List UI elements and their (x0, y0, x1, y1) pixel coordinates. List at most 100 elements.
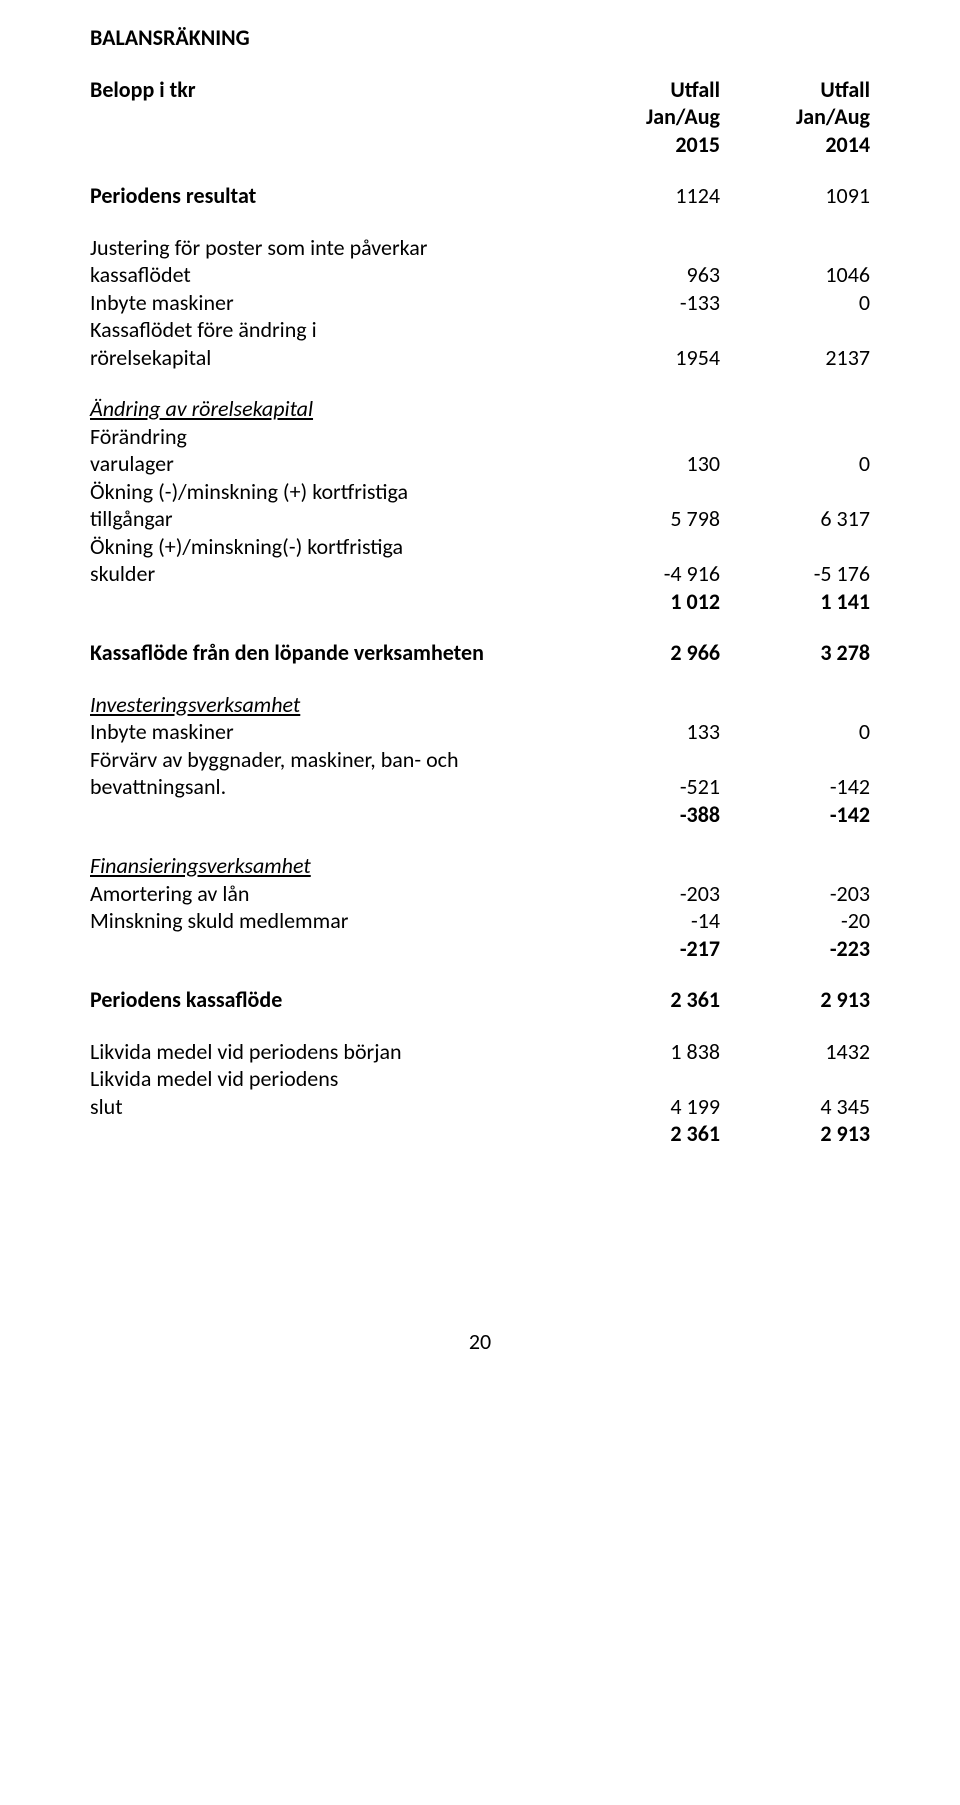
row-okning-minus: Ökning (-)/minskning (+) kortfristiga (90, 478, 870, 506)
cell-label: Kassaflödet före ändring i (90, 316, 570, 344)
cell-c2: 1 141 (720, 588, 870, 616)
cell-c1: 4 199 (570, 1093, 720, 1121)
cell-label: Finansieringsverksamhet (90, 852, 570, 880)
cell-c1: -203 (570, 880, 720, 908)
cell-c2: 3 278 (720, 639, 870, 667)
row-skulder: skulder -4 916 -5 176 (90, 560, 870, 588)
row-tillgangar: tillgångar 5 798 6 317 (90, 505, 870, 533)
header-row-3: 2015 2014 (90, 131, 870, 159)
header-row-1: Belopp i tkr Utfall Utfall (90, 76, 870, 104)
header-col2-top: Utfall (720, 76, 870, 104)
cell-label: Förvärv av byggnader, maskiner, ban- och (90, 746, 570, 774)
cell-c2: -223 (720, 935, 870, 963)
cell-c1: 2 361 (570, 986, 720, 1014)
cell-label: Förändring (90, 423, 570, 451)
cell-label: Justering för poster som inte påverkar (90, 234, 570, 262)
cell-label: Kassaflöde från den löpande verksamheten (90, 639, 570, 667)
cell-c2: -5 176 (720, 560, 870, 588)
document-title: BALANSRÄKNING (90, 24, 870, 52)
cell-label: Inbyte maskiner (90, 718, 570, 746)
row-subtotal-1: 1 012 1 141 (90, 588, 870, 616)
row-justering: Justering för poster som inte påverkar (90, 234, 870, 262)
row-investeringsverksamhet: Investeringsverksamhet (90, 691, 870, 719)
row-likvida-borjan: Likvida medel vid periodens början 1 838… (90, 1038, 870, 1066)
cell-c1: 2 361 (570, 1120, 720, 1148)
page-number: 20 (90, 1328, 870, 1356)
cell-c2: 0 (720, 450, 870, 478)
cell-c2: 1046 (720, 261, 870, 289)
cell-c1: -4 916 (570, 560, 720, 588)
cell-label: Investeringsverksamhet (90, 691, 570, 719)
cell-label: Periodens resultat (90, 182, 570, 210)
row-rorelsekapital: rörelsekapital 1954 2137 (90, 344, 870, 372)
cell-c2: 1091 (720, 182, 870, 210)
cell-c2: 2137 (720, 344, 870, 372)
row-kassaflodet-fore: Kassaflödet före ändring i (90, 316, 870, 344)
row-likvida-periodens: Likvida medel vid periodens (90, 1065, 870, 1093)
row-bevattningsanl: bevattningsanl. -521 -142 (90, 773, 870, 801)
row-periodens-kassaflode: Periodens kassaflöde 2 361 2 913 (90, 986, 870, 1014)
row-varulager: varulager 130 0 (90, 450, 870, 478)
cell-c1: -217 (570, 935, 720, 963)
cell-c2: 2 913 (720, 1120, 870, 1148)
header-col2-mid: Jan/Aug (720, 103, 870, 131)
cell-c1: -133 (570, 289, 720, 317)
cell-c2: 2 913 (720, 986, 870, 1014)
cell-label: varulager (90, 450, 570, 478)
cell-label: Ökning (+)/minskning(-) kortfristiga (90, 533, 570, 561)
cell-label: Amortering av lån (90, 880, 570, 908)
row-kassaflode-lopande: Kassaflöde från den löpande verksamheten… (90, 639, 870, 667)
row-inbyte-maskiner-2: Inbyte maskiner 133 0 (90, 718, 870, 746)
cell-c1: 5 798 (570, 505, 720, 533)
cell-c2: -20 (720, 907, 870, 935)
header-col1-mid: Jan/Aug (570, 103, 720, 131)
row-slut: slut 4 199 4 345 (90, 1093, 870, 1121)
row-subtotal-2: -388 -142 (90, 801, 870, 829)
cell-label: Minskning skuld medlemmar (90, 907, 570, 935)
cell-c1: -521 (570, 773, 720, 801)
header-col1-bot: 2015 (570, 131, 720, 159)
cell-c2: 1432 (720, 1038, 870, 1066)
row-kassaflodet: kassaflödet 963 1046 (90, 261, 870, 289)
cell-label: tillgångar (90, 505, 570, 533)
cell-c2: 0 (720, 718, 870, 746)
cell-c1: 1 012 (570, 588, 720, 616)
cell-label: rörelsekapital (90, 344, 570, 372)
cell-c2: 0 (720, 289, 870, 317)
header-row-2: Jan/Aug Jan/Aug (90, 103, 870, 131)
cell-label: bevattningsanl. (90, 773, 570, 801)
cell-label: Ändring av rörelsekapital (90, 395, 570, 423)
cell-c1: 1124 (570, 182, 720, 210)
row-okning-plus: Ökning (+)/minskning(-) kortfristiga (90, 533, 870, 561)
cell-label: Likvida medel vid periodens början (90, 1038, 570, 1066)
cell-label: slut (90, 1093, 570, 1121)
cell-c2: 6 317 (720, 505, 870, 533)
cell-label: Periodens kassaflöde (90, 986, 570, 1014)
cell-label: Ökning (-)/minskning (+) kortfristiga (90, 478, 570, 506)
header-col2-bot: 2014 (720, 131, 870, 159)
cell-c1: 2 966 (570, 639, 720, 667)
row-forandring: Förändring (90, 423, 870, 451)
cell-c2: 4 345 (720, 1093, 870, 1121)
header-label: Belopp i tkr (90, 76, 570, 104)
cell-c1: -388 (570, 801, 720, 829)
cell-c1: -14 (570, 907, 720, 935)
cell-label: skulder (90, 560, 570, 588)
row-forvarv: Förvärv av byggnader, maskiner, ban- och (90, 746, 870, 774)
page-container: BALANSRÄKNING Belopp i tkr Utfall Utfall… (0, 0, 960, 1395)
row-finansieringsverksamhet: Finansieringsverksamhet (90, 852, 870, 880)
row-final-total: 2 361 2 913 (90, 1120, 870, 1148)
cell-c1: 1954 (570, 344, 720, 372)
row-andring-av: Ändring av rörelsekapital (90, 395, 870, 423)
cell-c1: 133 (570, 718, 720, 746)
cell-label: Likvida medel vid periodens (90, 1065, 570, 1093)
cell-c2: -142 (720, 773, 870, 801)
header-col1-top: Utfall (570, 76, 720, 104)
row-minskning-skuld: Minskning skuld medlemmar -14 -20 (90, 907, 870, 935)
row-subtotal-3: -217 -223 (90, 935, 870, 963)
row-amortering: Amortering av lån -203 -203 (90, 880, 870, 908)
cell-label: kassaflödet (90, 261, 570, 289)
cell-c1: 963 (570, 261, 720, 289)
cell-c1: 1 838 (570, 1038, 720, 1066)
row-inbyte-maskiner-1: Inbyte maskiner -133 0 (90, 289, 870, 317)
